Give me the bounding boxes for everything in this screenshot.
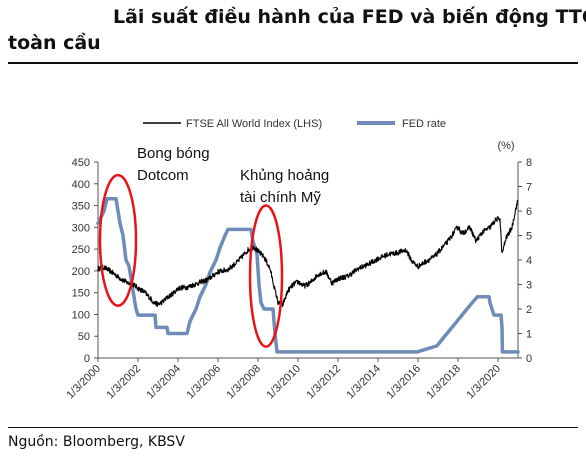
annotation-label-2-line2: tài chính Mỹ: [240, 189, 321, 206]
right-tick-label: 5: [526, 231, 532, 243]
x-tick-label: 1/3/2000: [64, 363, 103, 402]
left-tick-label: 200: [72, 266, 90, 278]
annotation-ellipse-2: [248, 204, 284, 348]
source-divider: [8, 427, 578, 428]
x-tick-label: 1/3/2012: [304, 363, 343, 402]
annotations: Bong bóng Dotcom Khủng hoảng tài chính Mỹ: [98, 145, 329, 348]
x-tick-label: 1/3/2006: [184, 363, 223, 402]
left-tick-label: 350: [72, 201, 90, 213]
annotation-label-1-line1: Bong bóng: [137, 145, 210, 162]
annotation-label-1-line2: Dotcom: [137, 167, 189, 184]
x-tick-label: 1/3/2018: [424, 363, 463, 402]
right-axis-unit-label: (%): [497, 140, 514, 152]
annotation-ellipse-1: [98, 173, 138, 307]
x-tick-label: 1/3/2020: [464, 363, 503, 402]
x-tick-label: 1/3/2010: [264, 363, 303, 402]
right-tick-label: 4: [526, 255, 532, 267]
left-tick-label: 100: [72, 309, 90, 321]
series-ftse: [97, 199, 519, 308]
left-tick-label: 250: [72, 244, 90, 256]
right-tick-label: 2: [526, 304, 532, 316]
legend-label-fed: FED rate: [402, 118, 446, 130]
right-tick-label: 7: [526, 182, 532, 194]
left-tick-label: 150: [72, 288, 90, 300]
left-tick-label: 300: [72, 222, 90, 234]
legend-label-ftse: FTSE All World Index (LHS): [186, 118, 322, 130]
chart-title-line1: Lãi suất điều hành của FED và biến động …: [113, 6, 586, 28]
right-tick-label: 3: [526, 280, 532, 292]
right-tick-label: 0: [526, 353, 532, 365]
series-fed-rate: [96, 197, 520, 354]
x-tick-label: 1/3/2008: [224, 363, 263, 402]
x-tick-label: 1/3/2016: [384, 363, 423, 402]
series-line-fed-rate: [96, 197, 520, 354]
title-underline: [8, 62, 578, 64]
chart-title-line2: toàn cầu: [8, 32, 101, 54]
right-tick-label: 6: [526, 206, 532, 218]
series-line-ftse: [97, 199, 519, 308]
left-tick-label: 450: [72, 157, 90, 169]
left-tick-label: 50: [78, 331, 90, 343]
legend: FTSE All World Index (LHS) FED rate: [143, 118, 446, 130]
x-tick-label: 1/3/2014: [344, 363, 383, 402]
source-note: Nguồn: Bloomberg, KBSV: [8, 434, 185, 450]
x-tick-label: 1/3/2002: [104, 363, 143, 402]
annotation-label-2-line1: Khủng hoảng: [240, 167, 329, 184]
right-tick-label: 8: [526, 157, 532, 169]
left-tick-label: 0: [84, 353, 90, 365]
left-tick-label: 400: [72, 179, 90, 191]
right-tick-label: 1: [526, 329, 532, 341]
x-tick-label: 1/3/2004: [144, 363, 183, 402]
